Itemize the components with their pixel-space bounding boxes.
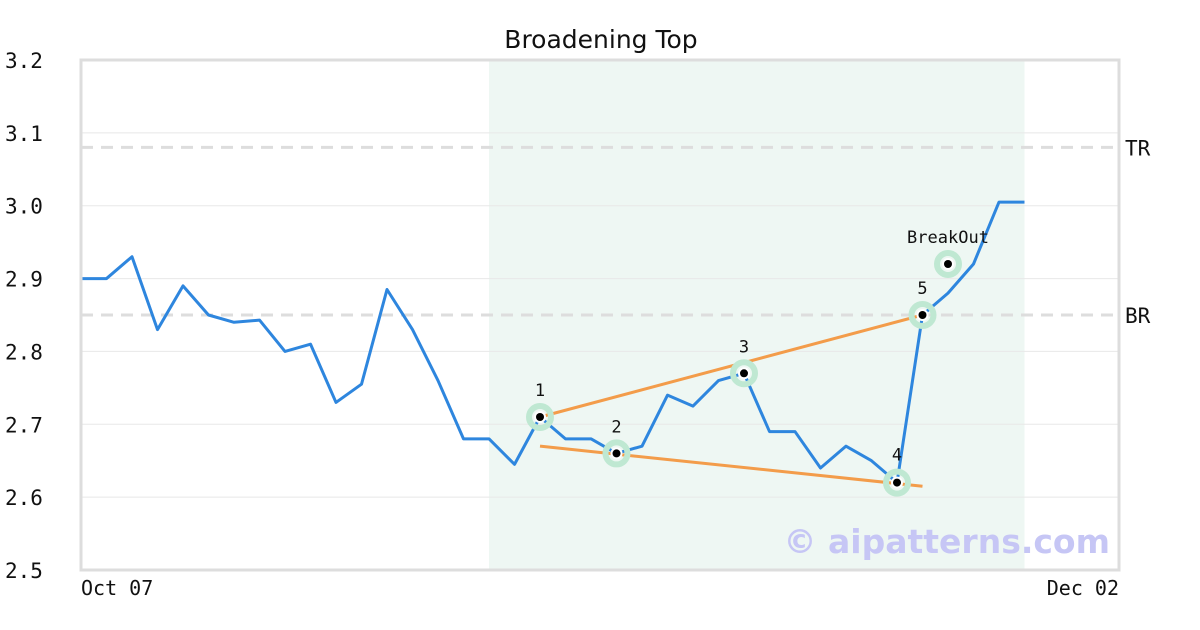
y-tick-label: 2.9 xyxy=(5,268,43,292)
pattern-point-label: 4 xyxy=(892,446,902,466)
y-axis: 3.2 3.1 3.0 2.9 2.8 2.7 2.6 2.5 xyxy=(5,49,43,583)
pattern-point-halo xyxy=(526,403,554,431)
x-tick-label: Dec 02 xyxy=(1047,576,1119,600)
reference-lines: TR BR xyxy=(81,136,1151,328)
pattern-point-halo xyxy=(934,250,962,278)
pattern-point-label: 1 xyxy=(535,381,545,401)
y-tick-label: 3.0 xyxy=(5,195,43,219)
y-tick-label: 2.7 xyxy=(5,413,43,437)
price-line xyxy=(81,200,1025,485)
reference-line-label: BR xyxy=(1125,304,1151,328)
pattern-points: 1 2 3 4 5 BreakOut xyxy=(526,228,989,497)
pattern-point-label: 5 xyxy=(917,279,927,299)
y-tick-label: 3.2 xyxy=(5,49,43,73)
pattern-point-halo xyxy=(883,468,911,497)
y-tick-label: 2.5 xyxy=(5,559,43,583)
pattern-point-halo xyxy=(908,301,937,329)
pattern-point xyxy=(740,369,748,378)
pattern-point xyxy=(918,311,927,319)
plot-frame xyxy=(79,58,1121,572)
pattern-point-halo xyxy=(730,359,758,388)
watermark: © aipatterns.com xyxy=(784,522,1110,561)
chart-title: Broadening Top xyxy=(504,25,697,54)
y-tick-label: 3.1 xyxy=(5,122,43,146)
pattern-point-halo xyxy=(602,439,631,468)
y-tick-label: 2.8 xyxy=(5,340,43,364)
pattern-point xyxy=(612,449,621,458)
x-tick-label: Oct 07 xyxy=(81,576,153,600)
pattern-point-label: 2 xyxy=(611,417,621,437)
pattern-point-label: 3 xyxy=(739,337,749,357)
trendline xyxy=(539,313,923,419)
reference-line-label: TR xyxy=(1125,136,1151,160)
pattern-point xyxy=(944,260,952,268)
x-axis: Oct 07 Dec 02 xyxy=(81,576,1119,600)
pattern-point xyxy=(536,413,544,421)
y-tick-label: 2.6 xyxy=(5,486,43,510)
pattern-point xyxy=(893,478,901,487)
pattern-point-label: BreakOut xyxy=(907,228,989,248)
